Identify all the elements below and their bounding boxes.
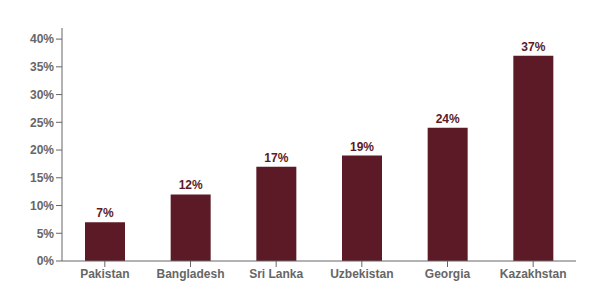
svg-text:Uzbekistan: Uzbekistan (330, 267, 393, 281)
svg-text:Kazakhstan: Kazakhstan (500, 267, 567, 281)
svg-text:Sri Lanka: Sri Lanka (249, 267, 303, 281)
svg-text:24%: 24% (436, 112, 460, 126)
svg-text:40%: 40% (30, 32, 54, 46)
svg-text:10%: 10% (30, 199, 54, 213)
svg-text:12%: 12% (179, 178, 203, 192)
svg-text:25%: 25% (30, 116, 54, 130)
svg-text:0%: 0% (37, 254, 55, 268)
svg-text:19%: 19% (350, 140, 374, 154)
svg-text:Georgia: Georgia (425, 267, 471, 281)
svg-text:15%: 15% (30, 171, 54, 185)
svg-text:7%: 7% (96, 206, 114, 220)
svg-text:37%: 37% (521, 40, 545, 54)
svg-text:Pakistan: Pakistan (80, 267, 129, 281)
svg-text:35%: 35% (30, 60, 54, 74)
svg-text:5%: 5% (37, 227, 55, 241)
svg-text:20%: 20% (30, 143, 54, 157)
svg-text:17%: 17% (264, 151, 288, 165)
svg-text:Bangladesh: Bangladesh (156, 267, 224, 281)
svg-text:30%: 30% (30, 88, 54, 102)
